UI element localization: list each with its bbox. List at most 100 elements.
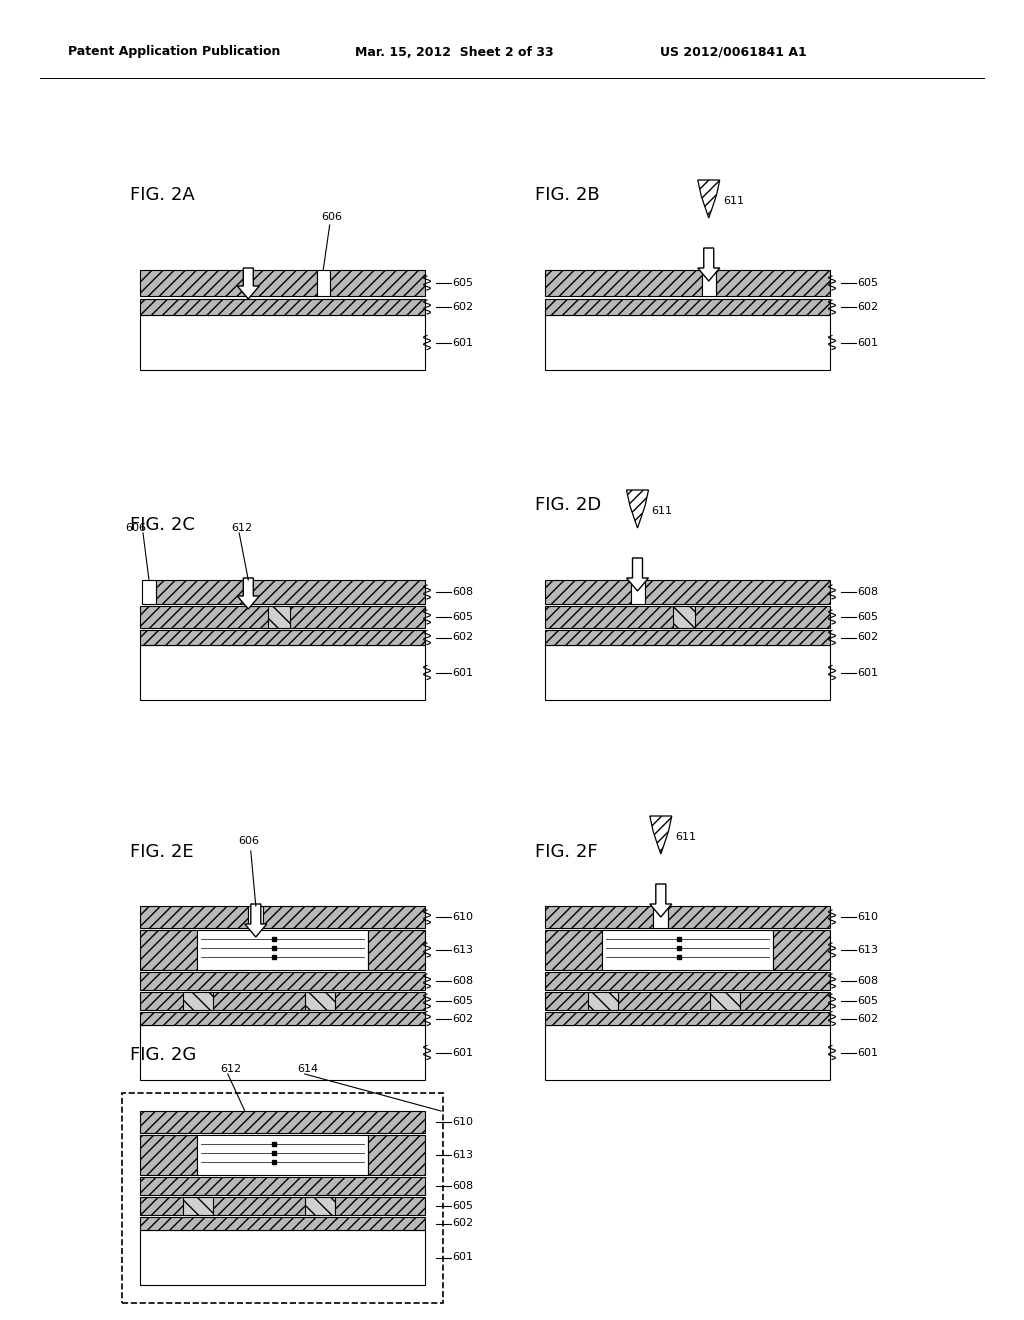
Bar xyxy=(140,271,316,296)
Bar xyxy=(545,300,830,315)
Bar xyxy=(773,931,830,970)
Bar xyxy=(263,906,425,928)
Bar xyxy=(197,931,368,970)
Bar xyxy=(588,993,617,1010)
Bar xyxy=(268,606,290,628)
Polygon shape xyxy=(245,904,267,937)
Text: 613: 613 xyxy=(452,945,473,954)
Text: 601: 601 xyxy=(452,1253,473,1262)
Bar xyxy=(545,1026,830,1080)
Bar xyxy=(122,1093,443,1303)
Bar xyxy=(140,1135,197,1175)
Bar xyxy=(305,993,335,1010)
Text: 601: 601 xyxy=(857,338,878,347)
Text: 608: 608 xyxy=(452,975,473,986)
Text: 610: 610 xyxy=(857,912,878,921)
Text: 602: 602 xyxy=(452,632,473,643)
Text: 612: 612 xyxy=(220,1064,241,1074)
Text: 608: 608 xyxy=(452,587,473,597)
Text: 602: 602 xyxy=(857,1014,879,1023)
Bar xyxy=(140,906,248,928)
Text: 605: 605 xyxy=(857,612,878,622)
Bar xyxy=(669,906,830,928)
Polygon shape xyxy=(650,816,672,854)
Text: 610: 610 xyxy=(452,912,473,921)
Text: 608: 608 xyxy=(452,1181,473,1191)
Text: Patent Application Publication: Patent Application Publication xyxy=(68,45,281,58)
Text: 602: 602 xyxy=(857,632,879,643)
Text: 602: 602 xyxy=(452,1014,473,1023)
Bar xyxy=(545,315,830,370)
Bar xyxy=(368,1135,425,1175)
Bar xyxy=(140,993,425,1010)
Bar xyxy=(602,931,773,970)
Bar xyxy=(631,579,644,605)
Text: FIG. 2F: FIG. 2F xyxy=(535,843,598,861)
Polygon shape xyxy=(650,884,672,917)
Text: 612: 612 xyxy=(231,523,252,533)
Bar xyxy=(653,906,669,928)
Text: 611: 611 xyxy=(675,832,695,842)
Bar xyxy=(140,972,425,990)
Text: FIG. 2A: FIG. 2A xyxy=(130,186,195,205)
Bar xyxy=(545,1012,830,1026)
Bar xyxy=(182,993,213,1010)
Bar xyxy=(644,579,830,605)
Text: 611: 611 xyxy=(651,506,673,516)
Text: 605: 605 xyxy=(452,1201,473,1210)
Bar xyxy=(545,606,830,628)
Bar xyxy=(248,906,263,928)
Text: FIG. 2B: FIG. 2B xyxy=(535,186,600,205)
Text: 602: 602 xyxy=(452,302,473,312)
Bar xyxy=(673,606,695,628)
Bar xyxy=(140,1177,425,1195)
Text: US 2012/0061841 A1: US 2012/0061841 A1 xyxy=(660,45,807,58)
Polygon shape xyxy=(697,248,720,281)
Bar xyxy=(368,931,425,970)
Bar xyxy=(545,579,631,605)
Bar xyxy=(197,1135,368,1175)
Bar xyxy=(140,315,425,370)
Bar xyxy=(330,271,425,296)
Text: FIG. 2E: FIG. 2E xyxy=(130,843,194,861)
Text: 605: 605 xyxy=(857,997,878,1006)
Polygon shape xyxy=(238,578,259,609)
Bar xyxy=(140,1197,425,1214)
Bar xyxy=(545,931,602,970)
Text: 613: 613 xyxy=(452,1150,473,1160)
Text: 601: 601 xyxy=(452,338,473,347)
Bar xyxy=(545,271,701,296)
Bar xyxy=(140,1111,425,1133)
Bar xyxy=(545,993,830,1010)
Text: 606: 606 xyxy=(125,523,146,533)
Text: 601: 601 xyxy=(857,1048,878,1057)
Bar xyxy=(156,579,425,605)
Bar xyxy=(140,630,425,645)
Text: 614: 614 xyxy=(297,1064,317,1074)
Bar xyxy=(711,993,740,1010)
Bar xyxy=(305,1197,335,1214)
Text: 608: 608 xyxy=(857,975,879,986)
Bar xyxy=(701,271,716,296)
Polygon shape xyxy=(697,180,720,218)
Bar xyxy=(545,972,830,990)
Text: 602: 602 xyxy=(857,302,879,312)
Text: 602: 602 xyxy=(452,1218,473,1229)
Bar xyxy=(545,645,830,700)
Bar xyxy=(182,1197,213,1214)
Text: FIG. 2D: FIG. 2D xyxy=(535,496,601,513)
Text: 601: 601 xyxy=(452,1048,473,1057)
Bar xyxy=(140,645,425,700)
Text: FIG. 2G: FIG. 2G xyxy=(130,1045,197,1064)
Text: 605: 605 xyxy=(452,279,473,288)
Bar xyxy=(140,931,197,970)
Bar xyxy=(140,1217,425,1230)
Text: 610: 610 xyxy=(452,1117,473,1127)
Text: 608: 608 xyxy=(857,587,879,597)
Bar xyxy=(545,630,830,645)
Bar xyxy=(140,1026,425,1080)
Polygon shape xyxy=(238,268,259,300)
Polygon shape xyxy=(627,490,648,528)
Text: 613: 613 xyxy=(857,945,878,954)
Bar xyxy=(316,271,330,296)
